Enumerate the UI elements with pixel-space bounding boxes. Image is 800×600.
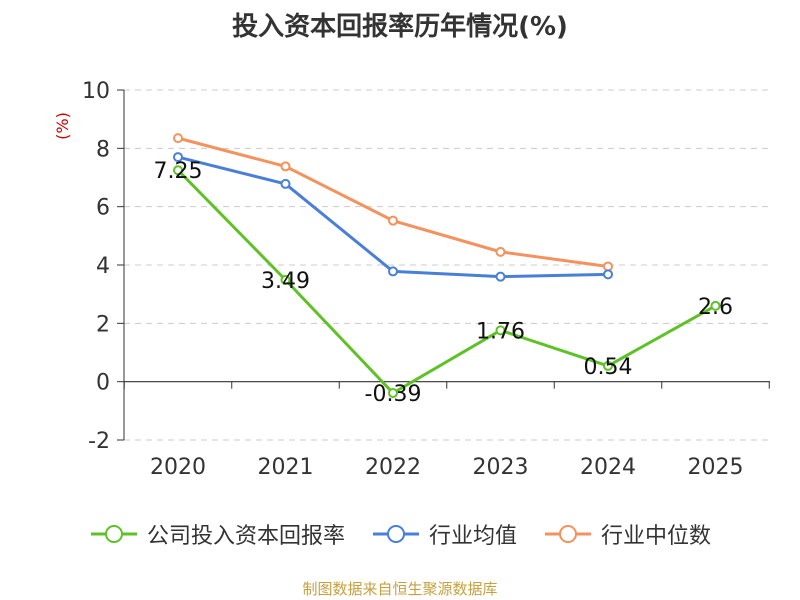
data-point bbox=[173, 133, 183, 144]
x-tick-label: 2024 bbox=[580, 455, 636, 480]
data-label: 2.6 bbox=[698, 295, 733, 320]
data-point bbox=[603, 360, 613, 371]
series-line bbox=[177, 136, 609, 268]
y-axis-label: (%) bbox=[53, 112, 72, 140]
legend-item: 行业中位数 bbox=[543, 518, 711, 550]
y-tick-label: 2 bbox=[96, 312, 110, 337]
legend: 公司投入资本回报率 行业均值 行业中位数 bbox=[0, 518, 800, 550]
data-point bbox=[388, 215, 398, 226]
data-label: 0.54 bbox=[584, 355, 633, 380]
data-labels: 7.25 3.49 -0.39 1.76 0.54 2.6 bbox=[154, 159, 733, 407]
axes: -2 0 2 4 6 8 10 2020 2021 2022 2023 2024 2025 bbox=[82, 79, 770, 480]
legend-symbol bbox=[545, 525, 591, 543]
y-tick-label: 0 bbox=[96, 371, 110, 396]
legend-item: 公司投入资本回报率 bbox=[89, 518, 345, 550]
data-label: 7.25 bbox=[154, 159, 203, 184]
y-tick-label: -2 bbox=[88, 429, 110, 454]
data-point bbox=[280, 274, 291, 285]
y-tick-label: 10 bbox=[82, 79, 110, 104]
y-tick-label: 6 bbox=[96, 196, 110, 221]
legend-label: 公司投入资本回报率 bbox=[146, 524, 345, 549]
y-tick-label: 8 bbox=[96, 137, 110, 162]
data-point bbox=[603, 269, 613, 280]
source-note: 制图数据来自恒生聚源数据库 bbox=[302, 580, 498, 598]
data-point bbox=[173, 152, 183, 163]
x-tick-label: 2021 bbox=[258, 455, 314, 480]
grid-lines bbox=[124, 89, 770, 441]
data-label: 3.49 bbox=[261, 269, 310, 294]
data-point bbox=[495, 246, 506, 257]
chart-title: 投入资本回报率历年情况(%) bbox=[232, 12, 568, 42]
x-tick-label: 2025 bbox=[688, 455, 744, 480]
y-tick-label: 4 bbox=[96, 254, 110, 279]
data-label: -0.39 bbox=[365, 382, 422, 407]
legend-label: 行业中位数 bbox=[601, 524, 712, 549]
data-point bbox=[495, 271, 506, 282]
legend-item: 行业均值 bbox=[371, 518, 517, 550]
legend-symbol bbox=[90, 525, 137, 543]
data-point bbox=[280, 161, 291, 172]
data-point bbox=[388, 266, 398, 277]
series-line bbox=[176, 169, 717, 395]
series-lines bbox=[173, 133, 721, 399]
legend-label: 行业均值 bbox=[428, 524, 517, 549]
data-point bbox=[603, 261, 613, 272]
data-point bbox=[280, 178, 291, 189]
data-point bbox=[495, 325, 506, 336]
data-label: 1.76 bbox=[476, 319, 525, 344]
data-point bbox=[710, 300, 721, 311]
data-point bbox=[173, 165, 183, 176]
x-tick-label: 2022 bbox=[365, 455, 421, 480]
x-tick-label: 2023 bbox=[473, 455, 529, 480]
x-tick-label: 2020 bbox=[150, 455, 206, 480]
data-point bbox=[388, 388, 398, 399]
legend-symbol bbox=[372, 525, 419, 543]
